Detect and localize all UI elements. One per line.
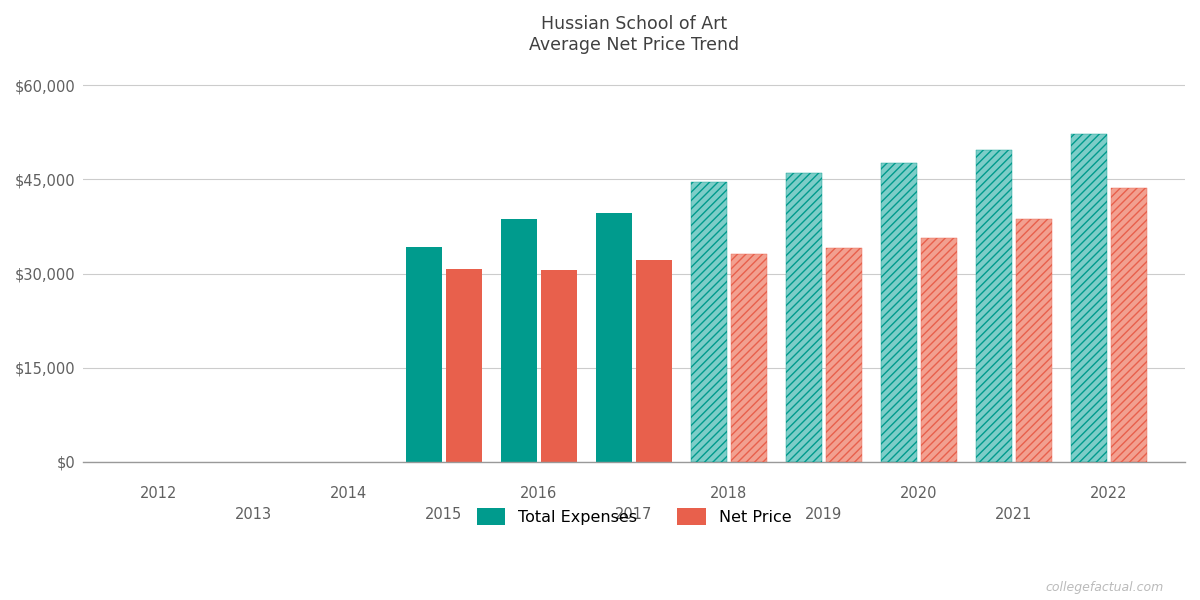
Bar [826,248,862,462]
Text: 2014: 2014 [330,485,367,500]
Text: 2018: 2018 [710,485,748,500]
Text: 2015: 2015 [425,507,462,522]
Bar [920,238,956,462]
Text: 2017: 2017 [616,507,653,522]
Bar [691,182,727,462]
Text: 2016: 2016 [520,485,558,500]
Bar [445,269,482,462]
Bar [920,238,956,462]
Bar [1016,219,1052,462]
Bar [596,212,632,462]
Bar [691,182,727,462]
Bar [881,163,917,462]
Bar [500,219,536,462]
Title: Hussian School of Art
Average Net Price Trend: Hussian School of Art Average Net Price … [529,15,739,54]
Text: collegefactual.com: collegefactual.com [1045,581,1164,594]
Bar [406,247,442,462]
Bar [1070,134,1108,462]
Text: 2012: 2012 [140,485,178,500]
Bar [731,254,767,462]
Text: 2022: 2022 [1091,485,1128,500]
Bar [786,173,822,462]
Legend: Total Expenses, Net Price: Total Expenses, Net Price [476,508,791,525]
Text: 2019: 2019 [805,507,842,522]
Bar [786,173,822,462]
Bar [826,248,862,462]
Bar [976,150,1012,462]
Bar [1070,134,1108,462]
Bar [881,163,917,462]
Bar [1111,188,1147,462]
Bar [1016,219,1052,462]
Bar [541,270,577,462]
Text: 2021: 2021 [995,507,1033,522]
Bar [636,260,672,462]
Bar [976,150,1012,462]
Text: 2013: 2013 [235,507,272,522]
Bar [731,254,767,462]
Bar [1111,188,1147,462]
Text: 2020: 2020 [900,485,937,500]
